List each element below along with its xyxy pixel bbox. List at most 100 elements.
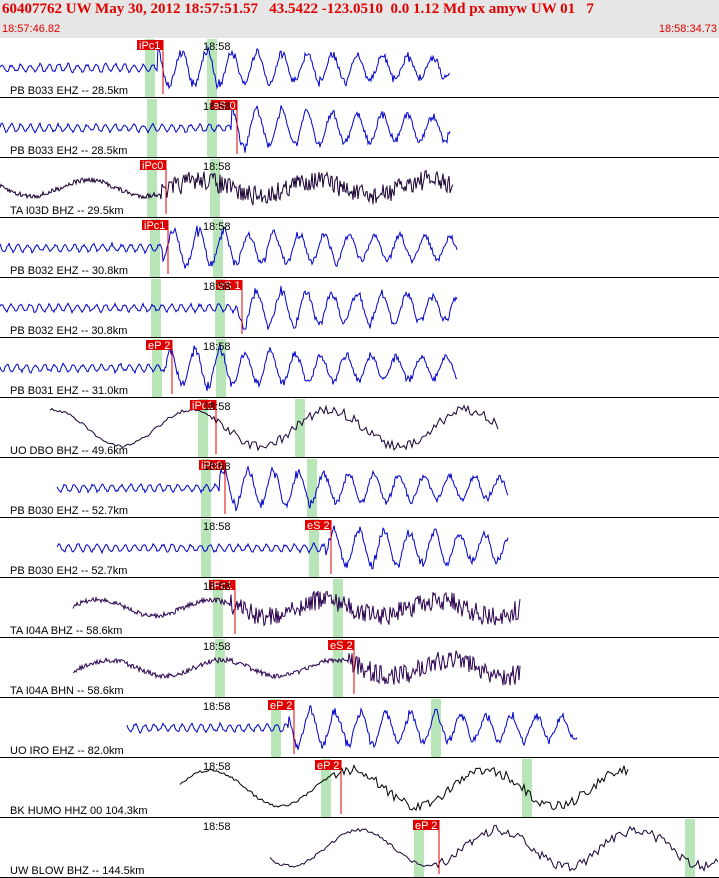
pick-label: eS 2: [307, 520, 330, 532]
trace-label: PB B030 EH2 -- 52.7km: [10, 565, 127, 577]
phase-band: [522, 759, 532, 817]
pick-box: [137, 40, 163, 50]
time-mark: 18:58: [203, 761, 231, 773]
time-mark: 18:58: [203, 581, 231, 593]
time-mark: 18:58: [203, 101, 231, 113]
phase-band: [210, 159, 220, 217]
pick-box: [140, 160, 166, 170]
waveform: [0, 286, 458, 330]
trace-label: TA I03D BHZ -- 29.5km: [10, 205, 124, 217]
time-mark: 18:58: [203, 821, 231, 833]
pick-box: [199, 460, 225, 470]
trace-label: UW BLOW BHZ -- 144.5km: [10, 865, 144, 877]
phase-band: [147, 99, 157, 157]
waveform: [0, 343, 458, 391]
phase-band: [198, 399, 208, 457]
pick-box: [142, 220, 168, 230]
waveform: [72, 590, 521, 627]
time-mark: 18:58: [203, 521, 231, 533]
pick-box: [315, 760, 341, 770]
pick-label: eS 0: [213, 100, 236, 112]
phase-band: [145, 39, 155, 97]
phase-band: [333, 639, 343, 697]
pick-box: [209, 580, 235, 590]
trace-label: PB B032 EH2 -- 30.8km: [10, 325, 127, 337]
pick-box: [216, 280, 242, 290]
time-mark: 18:58: [203, 401, 231, 413]
pick-box: [211, 100, 237, 110]
phase-band: [152, 339, 162, 397]
trace-label: BK HUMO HHZ 00 104.3km: [10, 805, 148, 817]
waveform: [0, 169, 454, 206]
waveform: [72, 650, 521, 686]
trace-label: UO DBO BHZ -- 49.6km: [10, 445, 128, 457]
pick-label: iPc1: [192, 400, 213, 412]
phase-band: [207, 39, 217, 97]
waveform: [269, 824, 719, 872]
pick-label: iPc1: [144, 220, 165, 232]
pick-box: [268, 700, 294, 710]
trace-label: TA I04A BHZ -- 58.6km: [10, 625, 122, 637]
waveform: [0, 45, 451, 90]
end-time: 18:58:34.73: [658, 23, 717, 35]
waveform: [179, 764, 629, 812]
phase-band: [215, 279, 225, 337]
pick-label: iPc0: [142, 160, 163, 172]
header: 60407762 UW May 30, 2012 18:57:51.57 43.…: [0, 0, 719, 38]
start-time: 18:57:46.82: [2, 23, 61, 35]
phase-band: [309, 519, 319, 577]
waveform: [56, 465, 509, 512]
phase-band: [295, 399, 305, 457]
trace-label: UO IRO EHZ -- 82.0km: [10, 745, 124, 757]
trace-label: PB B030 EHZ -- 52.7km: [10, 505, 128, 517]
phase-band: [685, 819, 695, 877]
phase-band: [414, 819, 424, 877]
time-mark: 18:58: [203, 41, 231, 53]
phase-band: [201, 459, 211, 517]
phase-band: [150, 219, 160, 277]
pick-label: eP 2: [415, 820, 437, 832]
pick-label: iPc1: [139, 40, 160, 52]
waveform: [0, 104, 451, 153]
phase-band: [213, 219, 223, 277]
waveform: [49, 404, 499, 452]
time-mark: 18:58: [203, 461, 231, 473]
phase-band: [216, 339, 226, 397]
phase-band: [151, 279, 161, 337]
pick-label: eP 2: [270, 700, 292, 712]
phase-band: [271, 699, 281, 757]
phase-band: [213, 579, 223, 637]
pick-label: eS 1: [218, 280, 241, 292]
time-mark: 18:58: [203, 701, 231, 713]
pick-box: [190, 400, 216, 410]
trace-label: PB B033 EHZ -- 28.5km: [10, 85, 128, 97]
waveform: [0, 225, 458, 269]
phase-band: [307, 459, 317, 517]
phase-band: [201, 519, 211, 577]
waveform: [56, 525, 509, 570]
trace-label: TA I04A BHN -- 58.6km: [10, 685, 124, 697]
phase-band: [431, 699, 441, 757]
phase-band: [321, 759, 331, 817]
time-mark: 18:58: [203, 281, 231, 293]
pick-label: iPc0: [201, 460, 222, 472]
trace-label: PB B031 EHZ -- 31.0km: [10, 385, 128, 397]
pick-label: iPc1: [211, 580, 232, 592]
event-title: 60407762 UW May 30, 2012 18:57:51.57 43.…: [2, 1, 594, 17]
pick-box: [413, 820, 439, 830]
time-mark: 18:58: [203, 641, 231, 653]
time-mark: 18:58: [203, 221, 231, 233]
pick-box: [305, 520, 331, 530]
time-mark: 18:58: [203, 161, 231, 173]
pick-label: eS 2: [330, 640, 353, 652]
waveform: [126, 704, 578, 750]
pick-box: [328, 640, 354, 650]
pick-box: [146, 340, 172, 350]
trace-label: PB B032 EHZ -- 30.8km: [10, 265, 128, 277]
time-mark: 18:58: [203, 341, 231, 353]
pick-label: eP 2: [148, 340, 170, 352]
phase-band: [147, 159, 157, 217]
trace-label: PB B033 EH2 -- 28.5km: [10, 145, 127, 157]
